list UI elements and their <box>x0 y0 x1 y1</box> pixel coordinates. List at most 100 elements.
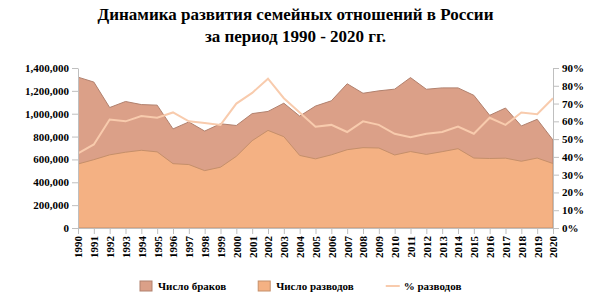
legend-label: Число разводов <box>276 280 354 292</box>
legend-label: Число браков <box>158 280 226 292</box>
y2-tick-label: 60% <box>562 115 584 127</box>
x-tick-label: 2018 <box>516 236 528 259</box>
x-tick: 2017 <box>500 228 512 258</box>
x-tick-label: 2012 <box>421 236 433 259</box>
x-tick: 2008 <box>357 228 369 258</box>
area-1 <box>78 130 553 228</box>
x-tick: 1992 <box>104 228 116 258</box>
x-tick: 2016 <box>484 228 496 258</box>
y2-tick: 40% <box>553 151 584 163</box>
x-tick-label: 2007 <box>342 236 354 259</box>
y-tick: 1,200,000 <box>25 85 78 97</box>
x-tick-mark <box>537 228 538 234</box>
y2-tick: 70% <box>553 98 584 110</box>
y-tick-label: 400,000 <box>33 176 69 188</box>
x-tick-mark <box>110 228 111 234</box>
x-tick-label: 2006 <box>326 236 338 259</box>
x-tick: 1999 <box>215 228 227 258</box>
x-tick: 2013 <box>437 228 449 258</box>
y2-tick: 50% <box>553 133 584 145</box>
y2-tick-label: 80% <box>562 80 584 92</box>
y2-tick: 80% <box>553 80 584 92</box>
x-tick-mark <box>316 228 317 234</box>
y2-tick-mark <box>553 210 559 211</box>
x-tick: 1996 <box>167 228 179 258</box>
y-tick-label: 600,000 <box>33 153 69 165</box>
y-tick-mark <box>72 159 78 160</box>
x-tick-label: 2000 <box>231 236 243 259</box>
y-tick-mark <box>72 228 78 229</box>
x-tick-label: 1991 <box>88 236 100 258</box>
x-tick-label: 1995 <box>152 236 164 259</box>
x-tick: 2001 <box>247 228 259 258</box>
x-tick: 2012 <box>421 228 433 258</box>
x-tick-mark <box>458 228 459 234</box>
x-tick: 1998 <box>199 228 211 258</box>
x-tick-label: 1993 <box>120 236 132 259</box>
x-tick-label: 2001 <box>247 236 259 258</box>
x-tick: 2014 <box>452 228 464 258</box>
x-tick-mark <box>379 228 380 234</box>
x-tick-label: 1994 <box>136 236 148 259</box>
legend-item: Число браков <box>140 280 226 292</box>
y2-tick-label: 20% <box>562 186 584 198</box>
x-tick: 1995 <box>152 228 164 258</box>
y2-tick: 0% <box>553 222 579 234</box>
legend-swatch <box>386 285 400 287</box>
x-tick-label: 2019 <box>532 236 544 259</box>
x-tick-mark <box>173 228 174 234</box>
x-tick-label: 2002 <box>262 236 274 259</box>
x-tick-label: 2013 <box>437 236 449 259</box>
y2-tick-mark <box>553 104 559 105</box>
y-tick: 800,000 <box>33 131 78 143</box>
x-tick-mark <box>205 228 206 234</box>
x-tick-mark <box>363 228 364 234</box>
y-tick-mark <box>72 91 78 92</box>
x-tick: 1997 <box>183 228 195 258</box>
y2-axis: 0%10%20%30%40%50%60%70%80%90% <box>553 62 584 234</box>
y2-tick-label: 70% <box>562 98 584 110</box>
x-tick-mark <box>474 228 475 234</box>
y-tick-label: 1,400,000 <box>25 62 70 74</box>
x-tick-label: 1990 <box>72 236 84 259</box>
x-tick-label: 1999 <box>215 236 227 259</box>
x-tick-mark <box>126 228 127 234</box>
y2-tick-label: 50% <box>562 133 584 145</box>
x-tick-mark <box>426 228 427 234</box>
x-tick: 1991 <box>88 228 100 258</box>
x-tick-mark <box>411 228 412 234</box>
x-tick: 2007 <box>342 228 354 258</box>
legend-label: % разводов <box>404 280 462 292</box>
x-tick-mark <box>300 228 301 234</box>
legend-item: Число разводов <box>258 280 354 292</box>
axis-line <box>553 69 554 229</box>
x-tick-label: 1992 <box>104 236 116 259</box>
x-tick-mark <box>189 228 190 234</box>
y-tick-mark <box>72 137 78 138</box>
y2-tick-mark <box>553 157 559 158</box>
y-tick: 200,000 <box>33 199 78 211</box>
x-tick-mark <box>506 228 507 234</box>
x-tick-label: 1997 <box>183 236 195 259</box>
x-tick-mark <box>553 228 554 234</box>
y2-tick-label: 30% <box>562 169 584 181</box>
x-tick-label: 2011 <box>405 236 417 257</box>
chart: Динамика развития семейных отношений в Р… <box>0 0 591 301</box>
x-tick-mark <box>347 228 348 234</box>
y2-tick-mark <box>553 121 559 122</box>
y2-tick-label: 90% <box>562 62 584 74</box>
x-tick-mark <box>442 228 443 234</box>
x-tick-label: 2015 <box>468 236 480 259</box>
y-tick-label: 1,200,000 <box>25 85 70 97</box>
x-tick-mark <box>236 228 237 234</box>
x-tick-label: 2017 <box>500 236 512 259</box>
title: Динамика развития семейных отношений в Р… <box>98 5 494 24</box>
x-tick-label: 2010 <box>389 236 401 259</box>
axis-line <box>78 69 79 229</box>
x-tick-label: 2014 <box>452 236 464 259</box>
y2-tick: 20% <box>553 186 584 198</box>
title: за период 1990 - 2020 гг. <box>205 27 386 46</box>
area-0 <box>78 77 553 228</box>
x-tick-mark <box>141 228 142 234</box>
y2-tick: 90% <box>553 62 584 74</box>
